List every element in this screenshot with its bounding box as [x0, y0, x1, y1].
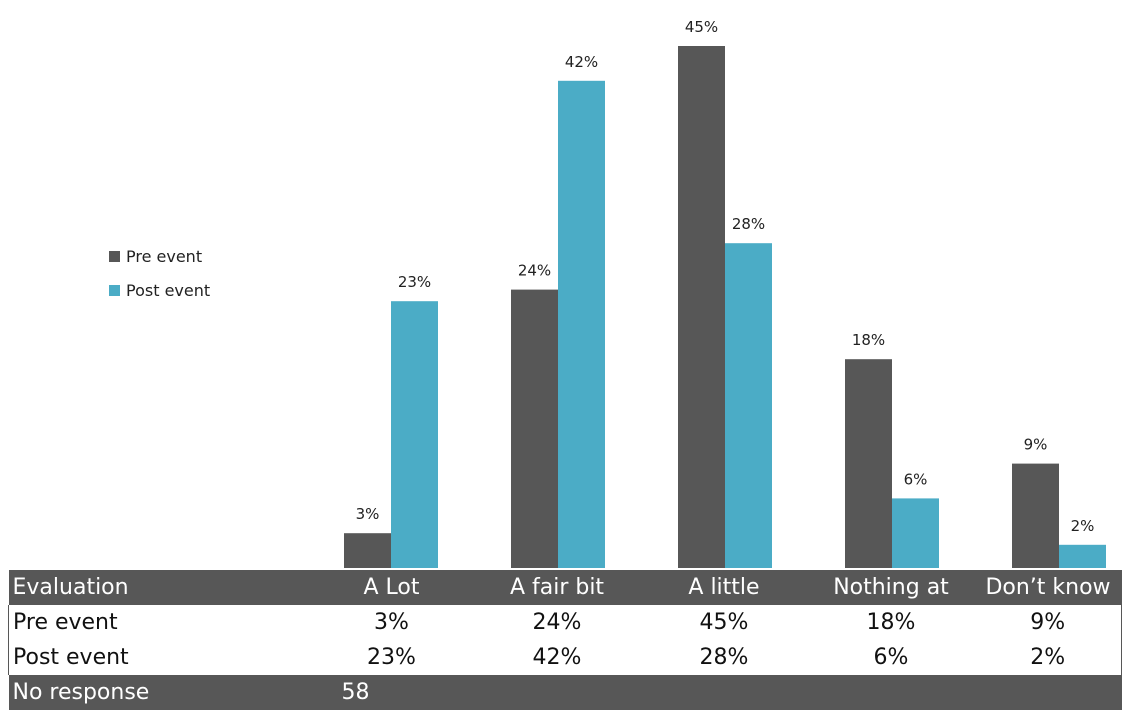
data-label-pre-event-a-little: 45% — [685, 18, 718, 36]
table-cell: 24% — [473, 605, 641, 640]
table-header-row: Evaluation A Lot A fair bit A little Not… — [8, 570, 1122, 605]
table-footer-row: No response 58 — [8, 675, 1122, 710]
bar-pre-event-don-t-know — [1012, 463, 1059, 568]
legend-swatch-post-event — [109, 285, 120, 296]
no-response-value: 58 — [309, 675, 474, 710]
table-header-cell: Nothing at — [807, 570, 975, 605]
data-label-post-event-nothing-at: 6% — [904, 470, 928, 488]
data-table: Evaluation A Lot A fair bit A little Not… — [8, 570, 1122, 710]
table-row-label: Pre event — [8, 605, 310, 640]
data-labels-group: 3% 23% 24% 42% 45% 28% 18% 6% 9% 2% — [356, 18, 1095, 535]
table-cell: 28% — [640, 640, 808, 675]
bar-pre-event-a-little — [678, 46, 725, 568]
legend-swatch-pre-event — [109, 251, 120, 262]
bar-post-event-nothing-at — [892, 498, 939, 568]
table-header-cell: A fair bit — [473, 570, 641, 605]
bar-post-event-don-t-know — [1059, 544, 1106, 568]
bar-pre-event-a-lot — [344, 533, 391, 568]
no-response-label: No response — [8, 675, 310, 710]
bar-chart: Pre event Post event 3% 23% 24% 42% 45% 28% 18… — [109, 18, 1106, 569]
data-label-pre-event-a-lot: 3% — [356, 505, 380, 523]
bar-pre-event-a-fair-bit — [511, 289, 558, 568]
legend-label-post-event: Post event — [126, 281, 210, 300]
table-row-label: Post event — [8, 640, 310, 675]
table-cell: 6% — [807, 640, 975, 675]
table-header-cell: Don’t know — [974, 570, 1122, 605]
bar-post-event-a-lot — [391, 301, 438, 568]
table-header-label: Evaluation — [8, 570, 310, 605]
bar-post-event-a-fair-bit — [558, 80, 605, 569]
bars-group — [344, 46, 1106, 569]
table-cell: 23% — [309, 640, 474, 675]
bar-pre-event-nothing-at — [845, 359, 892, 568]
legend-label-pre-event: Pre event — [126, 247, 202, 266]
table-cell: 9% — [974, 605, 1122, 640]
data-label-pre-event-don-t-know: 9% — [1024, 436, 1048, 454]
table-cell: 2% — [974, 640, 1122, 675]
data-label-post-event-don-t-know: 2% — [1071, 517, 1095, 535]
chart-legend: Pre event Post event — [109, 247, 210, 300]
table-cell: 3% — [309, 605, 474, 640]
table-header-cell: A little — [640, 570, 808, 605]
table-row-post-event: Post event 23% 42% 28% 6% 2% — [8, 640, 1122, 675]
table-cell: 42% — [473, 640, 641, 675]
data-label-post-event-a-lot: 23% — [398, 273, 431, 291]
data-label-post-event-a-little: 28% — [732, 215, 765, 233]
data-label-post-event-a-fair-bit: 42% — [565, 53, 598, 71]
table-header-cell: A Lot — [309, 570, 474, 605]
table-cell: 18% — [807, 605, 975, 640]
bar-post-event-a-little — [725, 243, 772, 568]
data-label-pre-event-a-fair-bit: 24% — [518, 262, 551, 280]
table-cell: 45% — [640, 605, 808, 640]
table-row-pre-event: Pre event 3% 24% 45% 18% 9% — [8, 605, 1122, 640]
data-label-pre-event-nothing-at: 18% — [852, 331, 885, 349]
